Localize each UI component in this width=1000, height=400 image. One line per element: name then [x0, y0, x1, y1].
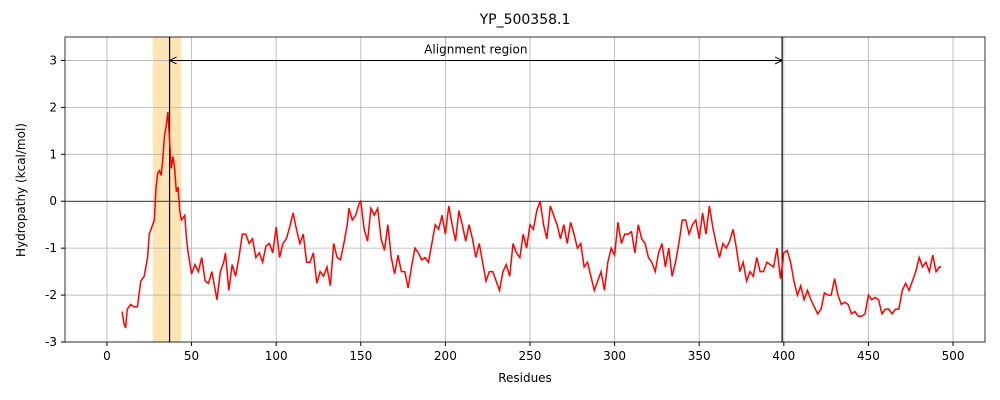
y-tick-label: -3	[45, 335, 57, 349]
hydropathy-line	[121, 111, 942, 329]
plot-frame	[64, 36, 986, 343]
x-tick-label: 400	[772, 349, 795, 363]
y-tick-label: 3	[49, 53, 57, 67]
x-tick-label: 500	[942, 349, 965, 363]
y-tick-label: -2	[45, 288, 57, 302]
chart-title: YP_500358.1	[479, 12, 571, 28]
x-tick-label: 150	[349, 349, 372, 363]
annotation-text: Alignment region	[424, 42, 527, 56]
y-tick-label: 0	[49, 194, 57, 208]
x-tick-label: 200	[434, 349, 457, 363]
x-tick-label: 250	[519, 349, 542, 363]
x-tick-label: 50	[184, 349, 199, 363]
y-tick-label: 1	[49, 147, 57, 161]
x-tick-label: 100	[265, 349, 288, 363]
y-tick-label: -1	[45, 241, 57, 255]
y-tick-label: 2	[49, 100, 57, 114]
x-tick-label: 0	[103, 349, 111, 363]
x-tick-label: 300	[603, 349, 626, 363]
x-tick-label: 450	[857, 349, 880, 363]
arrow-head	[774, 56, 784, 65]
x-tick-label: 350	[688, 349, 711, 363]
arrow-head	[168, 56, 177, 65]
x-axis-label: Residues	[498, 371, 552, 385]
y-axis-label: Hydropathy (kcal/mol)	[14, 123, 28, 257]
